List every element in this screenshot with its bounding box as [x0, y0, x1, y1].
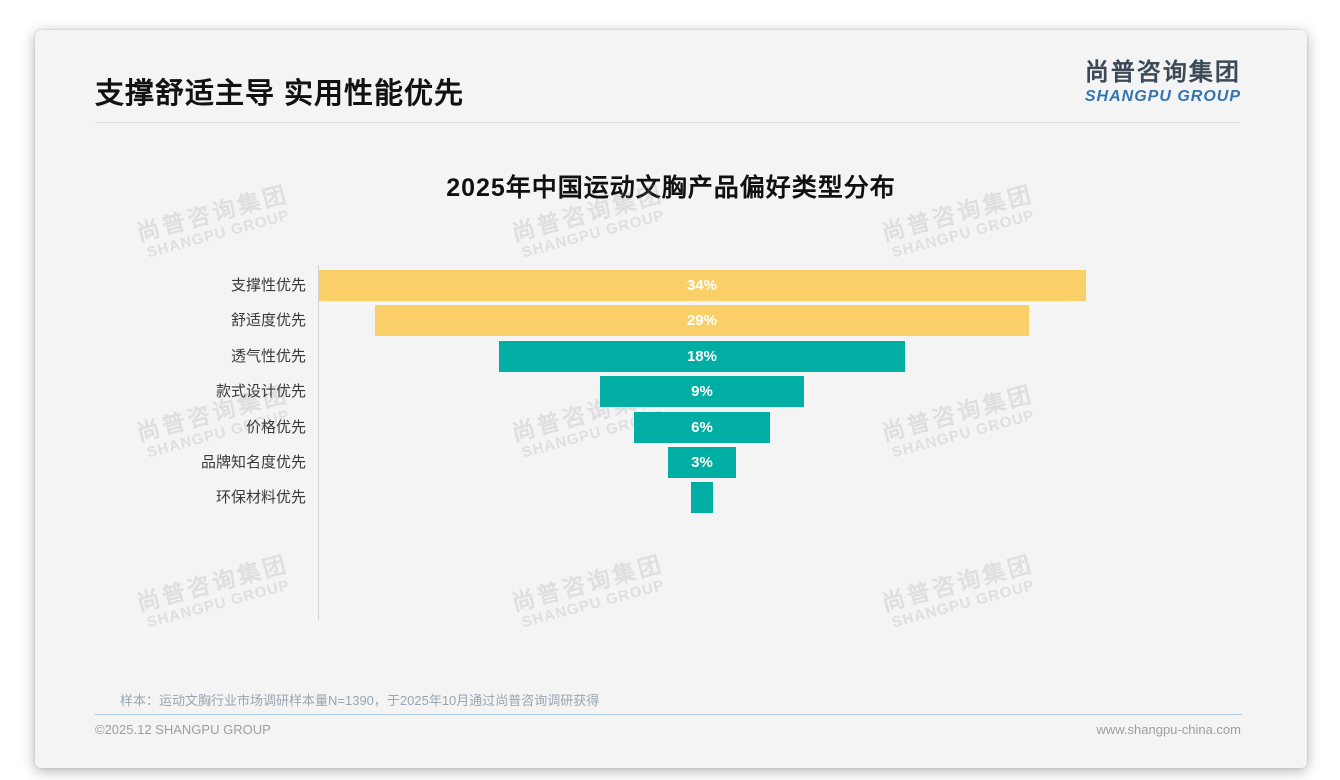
bar-value-label: 6% — [691, 418, 713, 436]
watermark: 尚普咨询集团 SHANGPU GROUP — [493, 546, 688, 637]
slide-title: 支撑舒适主导 实用性能优先 — [95, 78, 465, 110]
footer-copyright: ©2025.12 SHANGPU GROUP — [95, 722, 271, 737]
watermark-en-text: SHANGPU GROUP — [890, 207, 1037, 262]
bar-value-label: 18% — [686, 347, 717, 365]
value-bar: 6% — [634, 411, 770, 443]
value-bar: 34% — [318, 270, 1086, 301]
bar-row: 品牌知名度优先 3% — [35, 447, 1307, 478]
watermark-en-text: SHANGPU GROUP — [520, 577, 667, 632]
watermark-en-text: SHANGPU GROUP — [145, 207, 292, 262]
bar-row: 舒适度优先 29% — [35, 305, 1307, 337]
bar-value-label: 3% — [691, 454, 713, 471]
watermark-cn-text: 尚普咨询集团 — [879, 180, 1037, 247]
category-label: 舒适度优先 — [230, 312, 306, 330]
bar-value-label: 9% — [691, 383, 713, 401]
watermark-cn-text: 尚普咨询集团 — [509, 550, 667, 617]
watermark-cn-text: 尚普咨询集团 — [134, 180, 292, 247]
chart-title: 2025年中国运动文胸产品偏好类型分布 — [446, 174, 896, 202]
chart-area: 尚普咨询集团 SHANGPU GROUP 尚普咨询集团 SHANGPU GROUP 尚普… — [35, 30, 1307, 768]
value-bar: 29% — [374, 305, 1030, 337]
watermark: 尚普咨询集团 SHANGPU GROUP — [493, 176, 688, 267]
category-label: 环保材料优先 — [215, 489, 306, 507]
company-logo: 尚普咨询集团 SHANGPU GROUP — [1084, 59, 1241, 106]
watermark-en-text: SHANGPU GROUP — [145, 577, 292, 632]
category-label: 价格优先 — [245, 418, 306, 436]
watermark-en-text: SHANGPU GROUP — [520, 207, 667, 262]
value-bar: 9% — [600, 376, 804, 408]
logo-cn-text: 尚普咨询集团 — [1084, 59, 1241, 86]
logo-en-text: SHANGPU GROUP — [1084, 88, 1241, 106]
footer-divider — [95, 714, 1242, 715]
category-label: 品牌知名度优先 — [200, 454, 306, 471]
footer-website: www.shangpu-china.com — [1096, 722, 1241, 737]
header-divider — [95, 122, 1240, 123]
watermark: 尚普咨询集团 SHANGPU GROUP — [118, 546, 313, 637]
value-bar — [690, 482, 714, 514]
bar-row: 环保材料优先 — [35, 482, 1307, 514]
watermark: 尚普咨询集团 SHANGPU GROUP — [118, 176, 313, 267]
value-bar: 3% — [668, 447, 736, 478]
category-label: 款式设计优先 — [215, 383, 306, 401]
category-label: 透气性优先 — [230, 347, 306, 365]
bar-row: 价格优先 6% — [35, 411, 1307, 443]
bar-value-label: 34% — [686, 277, 718, 294]
watermark-cn-text: 尚普咨询集团 — [134, 550, 292, 617]
bar-row: 支撑性优先 34% — [35, 270, 1307, 301]
watermark-en-text: SHANGPU GROUP — [890, 577, 1037, 632]
sample-note: 样本：运动文胸行业市场调研样本量N=1390，于2025年10月通过尚普咨询调研… — [120, 693, 600, 708]
bar-row: 款式设计优先 9% — [35, 376, 1307, 408]
y-axis-line — [318, 265, 319, 620]
category-label: 支撑性优先 — [230, 277, 306, 294]
value-bar: 18% — [498, 340, 906, 372]
watermark-cn-text: 尚普咨询集团 — [509, 180, 667, 247]
bar-row: 透气性优先 18% — [35, 340, 1307, 372]
slide-card: 支撑舒适主导 实用性能优先 尚普咨询集团 SHANGPU GROUP 2025年… — [35, 30, 1307, 768]
watermark: 尚普咨询集团 SHANGPU GROUP — [863, 546, 1058, 637]
watermark-cn-text: 尚普咨询集团 — [879, 550, 1037, 617]
watermark: 尚普咨询集团 SHANGPU GROUP — [863, 176, 1058, 267]
bar-value-label: 29% — [686, 312, 717, 330]
